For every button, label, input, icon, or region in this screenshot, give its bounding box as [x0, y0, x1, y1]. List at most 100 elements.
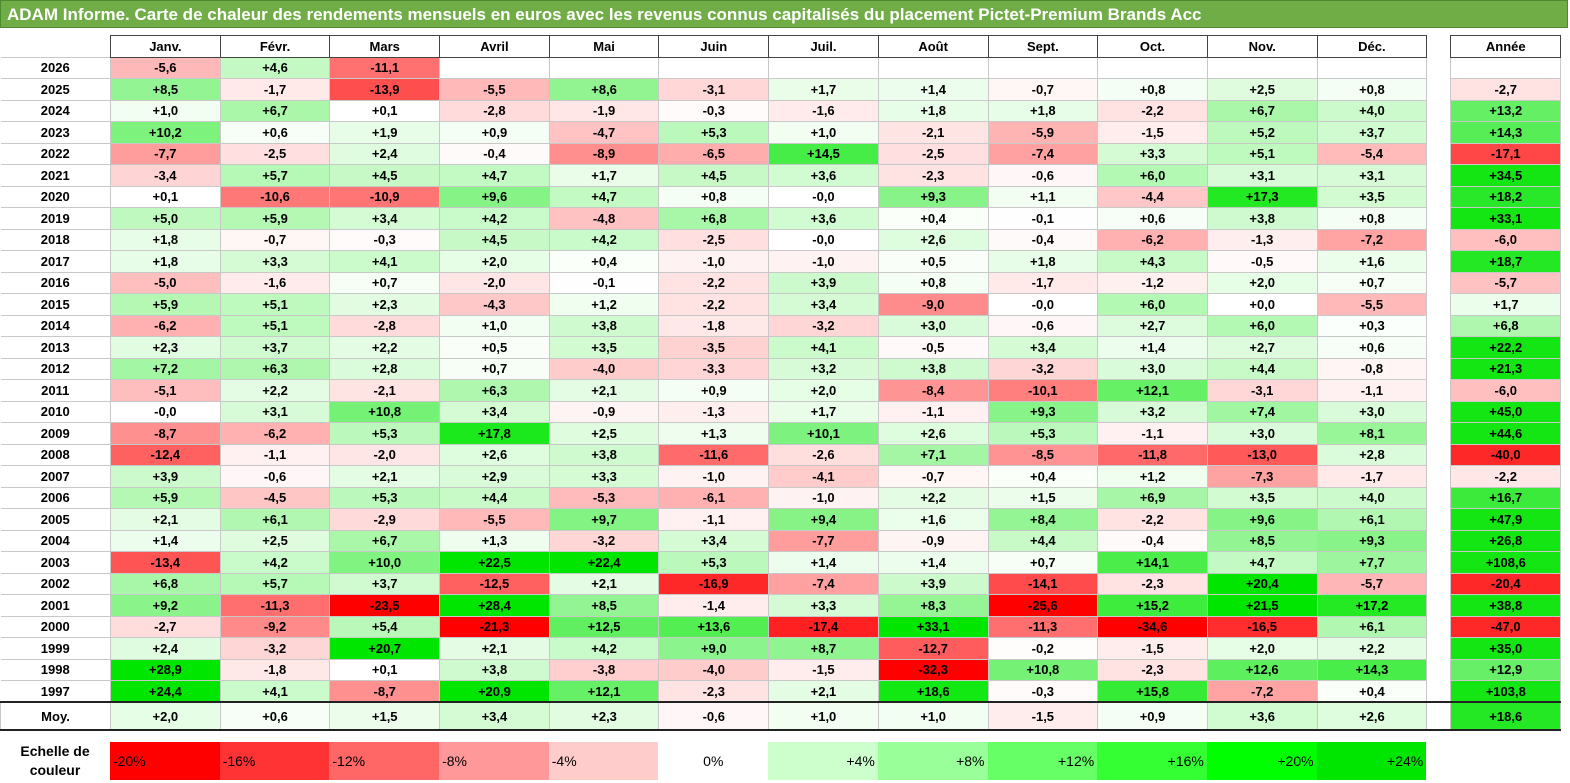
heatmap-cell: +2,3 [329, 293, 441, 316]
annual-cell: +34,5 [1450, 164, 1562, 187]
heatmap-cell: +1,4 [877, 551, 989, 574]
annual-cell: +38,8 [1450, 594, 1562, 617]
heatmap-cell: +1,8 [987, 250, 1099, 273]
year-label: 2000 [0, 615, 111, 638]
heatmap-cell: +7,2 [110, 357, 221, 380]
column-gap [1426, 465, 1451, 487]
heatmap-cell: -4,1 [768, 465, 879, 488]
heatmap-cell: +14,3 [1316, 658, 1428, 681]
heatmap-cell: -11,6 [658, 443, 770, 466]
heatmap-cell: +0,9 [658, 379, 770, 402]
heatmap-cell: -5,9 [987, 121, 1099, 144]
heatmap-cell: +8,3 [877, 594, 989, 617]
heatmap-cell: -1,1 [1316, 379, 1428, 402]
heatmap-cell: -2,7 [110, 615, 221, 638]
heatmap-cell: -1,1 [1097, 422, 1208, 445]
annual-cell: -5,7 [1450, 271, 1562, 294]
annual-cell: +1,7 [1450, 293, 1562, 316]
heatmap-row: 1998 +28,9 -1,8 +0,1 +3,8 -3,8 -4,0 -1,5 -32,3 +1… [0, 658, 1562, 681]
heatmap-cell: +0,4 [548, 250, 660, 273]
heatmap-cell: +15,2 [1097, 594, 1208, 617]
heatmap-cell: +0,1 [110, 185, 221, 208]
heatmap-cell: +4,3 [1097, 250, 1208, 273]
column-gap [1426, 207, 1451, 229]
annual-cell: +45,0 [1450, 400, 1562, 423]
column-gap [1426, 121, 1451, 143]
annual-cell: -2,7 [1450, 78, 1562, 101]
heatmap-cell: +9,0 [658, 637, 770, 660]
year-label: 2016 [0, 271, 111, 294]
heatmap-cell: -5,3 [548, 486, 660, 509]
average-cell: +1,0 [877, 701, 989, 731]
heatmap-cell: +4,7 [439, 164, 550, 187]
average-cell: +3,6 [1206, 701, 1318, 731]
heatmap-cell: -6,5 [658, 142, 770, 165]
heatmap-cell: +15,8 [1097, 680, 1208, 703]
heatmap-row: 2003 -13,4 +4,2 +10,0 +22,5 +22,4 +5,3 +1,4 +1,4… [0, 551, 1562, 574]
heatmap-cell: +3,2 [768, 357, 879, 380]
heatmap-cell: -8,5 [987, 443, 1099, 466]
heatmap-cell: +5,3 [329, 486, 441, 509]
heatmap-cell: -2,5 [219, 142, 331, 165]
heatmap-cell: -1,8 [658, 314, 770, 337]
heatmap-row: 2016 -5,0 -1,6 +0,7 -2,0 -0,1 -2,2 +3,9 +0,8 -1,7… [0, 271, 1562, 294]
heatmap-cell: -5,6 [110, 56, 221, 79]
scale-step: +4% [768, 742, 878, 780]
heatmap-cell: -7,4 [768, 572, 879, 595]
heatmap-cell: +3,4 [658, 529, 770, 552]
heatmap-row: 2001 +9,2 -11,3 -23,5 +28,4 +8,5 -1,4 +3,3 +8,3-… [0, 594, 1562, 617]
column-gap [1426, 680, 1451, 702]
heatmap-cell: -5,0 [110, 271, 221, 294]
heatmap-cell: +4,2 [548, 228, 660, 251]
heatmap-cell: -1,7 [987, 271, 1099, 294]
annual-cell: +22,2 [1450, 336, 1562, 359]
heatmap-cell: -6,1 [658, 486, 770, 509]
heatmap-cell: -0,0 [768, 185, 879, 208]
heatmap-cell: +12,6 [1206, 658, 1318, 681]
heatmap-cell: -1,5 [1097, 121, 1208, 144]
heatmap-cell: +18,6 [877, 680, 989, 703]
heatmap-cell: +1,3 [658, 422, 770, 445]
scale-step: +12% [987, 742, 1098, 780]
year-label: 2013 [0, 336, 111, 359]
scale-step: +20% [1206, 742, 1317, 780]
heatmap-cell: +8,5 [1206, 529, 1318, 552]
heatmap-cell: +5,7 [219, 164, 331, 187]
heatmap-cell: +3,8 [548, 443, 660, 466]
heatmap-cell: +3,8 [877, 357, 989, 380]
heatmap-cell: +21,5 [1206, 594, 1318, 617]
heatmap-cell: +3,8 [1206, 207, 1318, 230]
heatmap-cell: -32,3 [877, 658, 989, 681]
heatmap-cell: +3,4 [439, 400, 550, 423]
heatmap-cell: +3,0 [877, 314, 989, 337]
heatmap-cell: +5,1 [1206, 142, 1318, 165]
heatmap-row: 2008 -12,4 -1,1 -2,0 +2,6 +3,8 -11,6 -2,6 +7,1 -8… [0, 443, 1562, 466]
heatmap-cell: -6,2 [1097, 228, 1208, 251]
average-cell: -1,5 [987, 701, 1099, 731]
color-scale-label: Echelle de couleur [20, 743, 90, 778]
heatmap-cell: -2,0 [329, 443, 441, 466]
heatmap-cell: +8,5 [548, 594, 660, 617]
heatmap-row: 2015 +5,9 +5,1 +2,3 -4,3 +1,2 -2,2 +3,4 -9,0 -0,0… [0, 293, 1562, 316]
heatmap-cell: -1,7 [219, 78, 331, 101]
heatmap-cell: -11,3 [219, 594, 331, 617]
heatmap-cell: +9,6 [1206, 508, 1318, 531]
heatmap-cell: +13,6 [658, 615, 770, 638]
heatmap-cell: -3,8 [548, 658, 660, 681]
heatmap-cell: +8,5 [110, 78, 221, 101]
heatmap-cell: -5,5 [439, 78, 550, 101]
heatmap-cell [548, 56, 660, 79]
heatmap-cell: -1,0 [768, 250, 879, 273]
heatmap-cell: +10,0 [329, 551, 441, 574]
heatmap-cell: +3,3 [768, 594, 879, 617]
heatmap-cell: +2,1 [110, 508, 221, 531]
heatmap-cell: +3,5 [1316, 185, 1428, 208]
heatmap-cell: -1,4 [658, 594, 770, 617]
annual-cell: +103,8 [1450, 680, 1562, 703]
heatmap-cell: +3,4 [768, 293, 879, 316]
heatmap-cell: +9,3 [1316, 529, 1428, 552]
heatmap-cell: +0,8 [1316, 78, 1428, 101]
heatmap-cell: -0,2 [987, 637, 1099, 660]
heatmap-cell: +5,7 [219, 572, 331, 595]
column-gap [1426, 293, 1451, 315]
